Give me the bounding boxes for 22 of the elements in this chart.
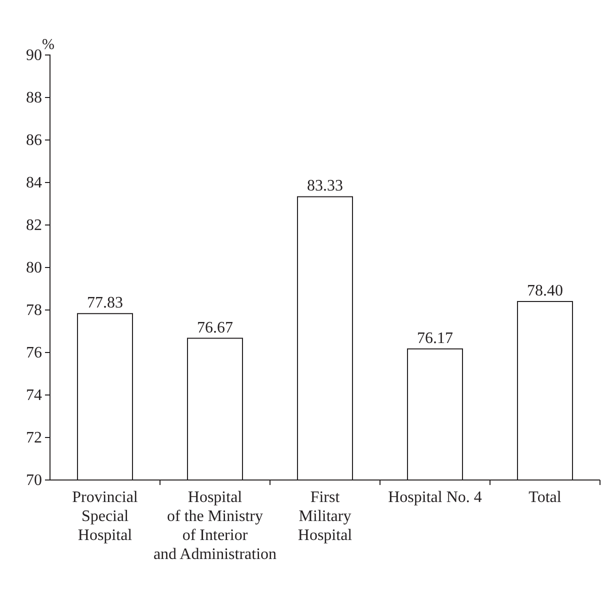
y-tick-label: 88 xyxy=(26,90,42,107)
data-label: 76.67 xyxy=(197,319,233,336)
y-tick-label: 72 xyxy=(26,430,42,447)
y-tick-label: 90 xyxy=(26,47,42,64)
data-label: 83.33 xyxy=(307,178,343,195)
y-tick-label: 80 xyxy=(26,260,42,277)
y-tick-label: 86 xyxy=(26,132,42,150)
y-tick-label: 74 xyxy=(26,387,42,404)
x-tick-label: Provincial Special Hospital xyxy=(72,489,138,544)
data-label: 77.83 xyxy=(87,294,123,312)
y-tick-label: 76 xyxy=(26,344,42,362)
y-axis-title: % xyxy=(42,37,54,53)
x-tick-label: First Military Hospital xyxy=(298,489,353,544)
x-tick-label: Hospital No. 4 xyxy=(388,489,482,506)
y-tick-label: 70 xyxy=(26,472,42,490)
data-label: 78.40 xyxy=(527,282,563,300)
y-tick-label: 82 xyxy=(26,217,42,234)
data-label: 76.17 xyxy=(417,330,453,347)
y-tick-label: 84 xyxy=(26,174,42,192)
x-tick-label: Hospital of the Ministry of Interior and Administration xyxy=(153,489,277,563)
x-tick-label: Total xyxy=(528,489,562,506)
y-tick-label: 78 xyxy=(26,302,42,320)
